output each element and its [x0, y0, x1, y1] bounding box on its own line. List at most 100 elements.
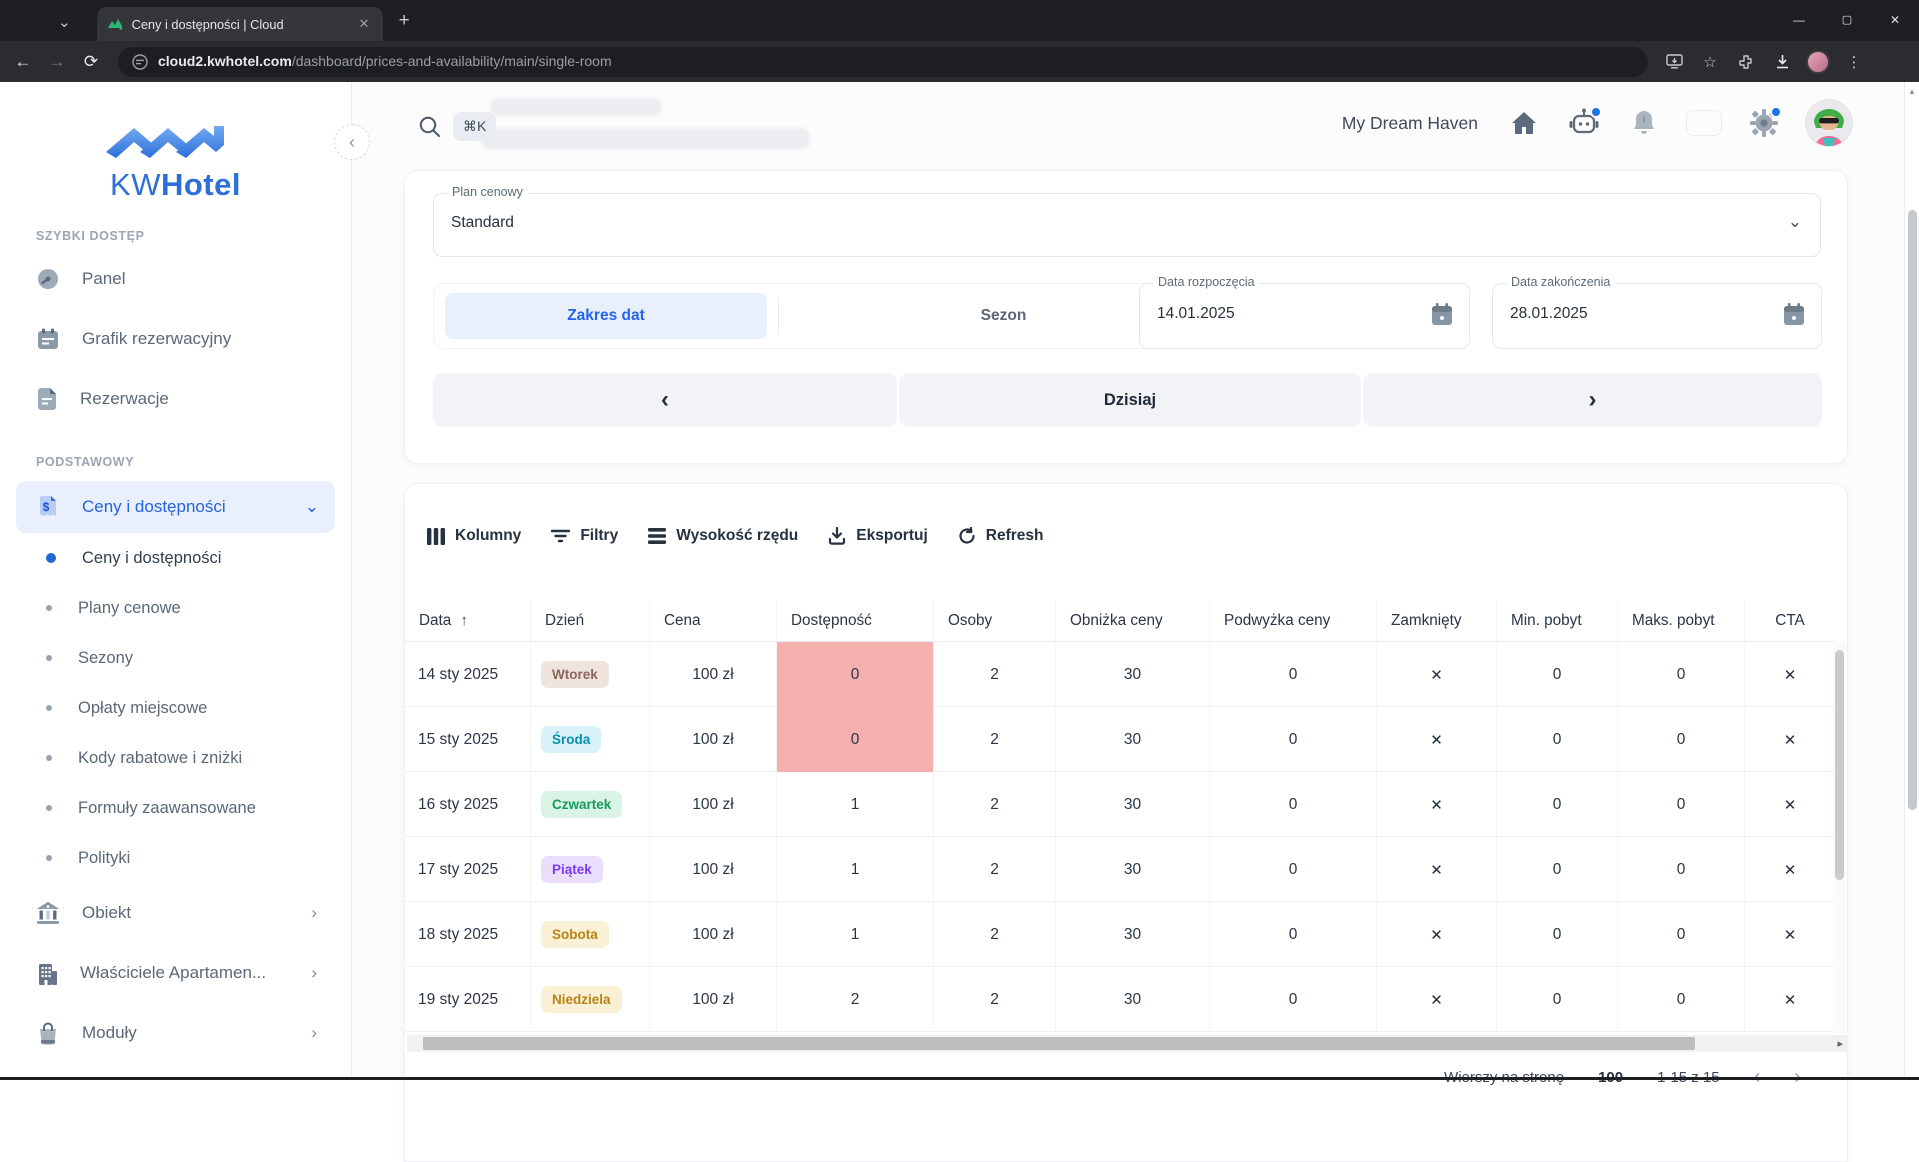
cell-discount[interactable]: 30 [1056, 707, 1210, 772]
cell-price[interactable]: 100 zł [650, 642, 777, 707]
tab-date-range[interactable]: Zakres dat [445, 293, 767, 339]
cell-max-stay[interactable]: 0 [1618, 707, 1745, 772]
cell-price[interactable]: 100 zł [650, 967, 777, 1032]
export-button[interactable]: Eksportuj [828, 527, 927, 545]
sidebar-subitem-plany-cenowe[interactable]: Plany cenowe [0, 583, 351, 633]
cell-discount[interactable]: 30 [1056, 837, 1210, 902]
browser-menu-kebab-icon[interactable]: ⋮ [1840, 48, 1868, 76]
scrollbar-up-arrow-icon[interactable]: ▲ [1905, 82, 1919, 96]
column-header-obniżka-ceny[interactable]: Obniżka ceny [1056, 600, 1210, 641]
search-icon[interactable] [418, 115, 441, 138]
language-flag-poland-icon[interactable] [1686, 110, 1722, 136]
browser-tab[interactable]: Ceny i dostępności | Cloud ✕ [97, 7, 383, 41]
cell-closed[interactable]: ✕ [1377, 837, 1497, 902]
new-tab-button[interactable]: + [399, 10, 410, 32]
column-header-podwyżka-ceny[interactable]: Podwyżka ceny [1210, 600, 1377, 641]
cell-closed[interactable]: ✕ [1377, 707, 1497, 772]
cell-increase[interactable]: 0 [1210, 642, 1377, 707]
cell-date[interactable]: 14 sty 2025 [405, 642, 531, 707]
cell-closed[interactable]: ✕ [1377, 642, 1497, 707]
sidebar-subitem-sezony[interactable]: Sezony [0, 633, 351, 683]
cell-day[interactable]: Środa [531, 707, 650, 772]
cell-max-stay[interactable]: 0 [1618, 837, 1745, 902]
table-vscrollbar-thumb[interactable] [1835, 650, 1844, 880]
price-plan-select[interactable]: Plan cenowy Standard ⌄ [433, 193, 1821, 257]
table-horizontal-scrollbar[interactable]: ▸ [407, 1035, 1847, 1052]
cell-increase[interactable]: 0 [1210, 772, 1377, 837]
cell-price[interactable]: 100 zł [650, 772, 777, 837]
cell-closed[interactable]: ✕ [1377, 902, 1497, 967]
cell-day[interactable]: Niedziela [531, 967, 650, 1032]
column-header-osoby[interactable]: Osoby [934, 600, 1056, 641]
calendar-icon[interactable] [1431, 302, 1453, 326]
back-button[interactable]: ← [6, 52, 40, 72]
sidebar-subitem-polityki[interactable]: Polityki [0, 833, 351, 883]
cell-date[interactable]: 19 sty 2025 [405, 967, 531, 1032]
cell-max-stay[interactable]: 0 [1618, 967, 1745, 1032]
cell-min-stay[interactable]: 0 [1497, 772, 1618, 837]
filters-button[interactable]: Filtry [551, 527, 618, 545]
page-scrollbar-thumb[interactable] [1908, 210, 1917, 810]
cell-persons[interactable]: 2 [934, 837, 1056, 902]
cell-date[interactable]: 18 sty 2025 [405, 902, 531, 967]
column-header-data[interactable]: Data↑ [405, 600, 531, 641]
cell-cta[interactable]: ✕ [1745, 707, 1835, 772]
cell-min-stay[interactable]: 0 [1497, 837, 1618, 902]
cell-price[interactable]: 100 zł [650, 707, 777, 772]
page-scrollbar[interactable]: ▲ [1904, 82, 1919, 1077]
notifications-button[interactable] [1626, 105, 1662, 141]
cell-closed[interactable]: ✕ [1377, 772, 1497, 837]
sidebar-item-obiekt[interactable]: Obiekt › [0, 883, 351, 943]
window-minimize-button[interactable]: — [1775, 0, 1823, 41]
cell-date[interactable]: 16 sty 2025 [405, 772, 531, 837]
cell-persons[interactable]: 2 [934, 902, 1056, 967]
cell-cta[interactable]: ✕ [1745, 642, 1835, 707]
cell-closed[interactable]: ✕ [1377, 967, 1497, 1032]
refresh-button[interactable]: Refresh [958, 527, 1044, 545]
cell-min-stay[interactable]: 0 [1497, 902, 1618, 967]
site-settings-icon[interactable] [132, 54, 148, 70]
cell-persons[interactable]: 2 [934, 967, 1056, 1032]
cell-max-stay[interactable]: 0 [1618, 772, 1745, 837]
downloads-icon[interactable] [1768, 48, 1796, 76]
table-hscrollbar-thumb[interactable] [423, 1037, 1695, 1050]
scrollbar-right-arrow-icon[interactable]: ▸ [1837, 1037, 1843, 1050]
tab-search-caret-icon[interactable]: ⌄ [58, 13, 71, 31]
sidebar-item-wlasciciele-apartamentow[interactable]: Właściciele Apartamen... › [0, 943, 351, 1003]
cell-cta[interactable]: ✕ [1745, 772, 1835, 837]
cell-min-stay[interactable]: 0 [1497, 707, 1618, 772]
cell-discount[interactable]: 30 [1056, 967, 1210, 1032]
calendar-icon[interactable] [1783, 302, 1805, 326]
window-maximize-button[interactable]: ▢ [1823, 0, 1871, 41]
cell-increase[interactable]: 0 [1210, 902, 1377, 967]
cell-day[interactable]: Czwartek [531, 772, 650, 837]
end-date-field[interactable]: Data zakończenia 28.01.2025 [1492, 283, 1822, 349]
today-button[interactable]: Dzisiaj [899, 373, 1361, 427]
bookmark-star-icon[interactable]: ☆ [1696, 48, 1724, 76]
cell-discount[interactable]: 30 [1056, 902, 1210, 967]
cell-day[interactable]: Sobota [531, 902, 650, 967]
cell-increase[interactable]: 0 [1210, 707, 1377, 772]
sidebar-subitem-kody-rabatowe-i-zniżki[interactable]: Kody rabatowe i zniżki [0, 733, 351, 783]
sidebar-item-ceny-i-dostepnosci[interactable]: $ Ceny i dostępności ⌄ [16, 481, 335, 533]
cell-cta[interactable]: ✕ [1745, 967, 1835, 1032]
cell-availability[interactable]: 0 [777, 707, 934, 772]
sidebar-item-moduly[interactable]: Moduły › [0, 1003, 351, 1063]
cell-cta[interactable]: ✕ [1745, 837, 1835, 902]
kwhotel-logo[interactable]: KWHotel [76, 112, 276, 203]
cell-min-stay[interactable]: 0 [1497, 967, 1618, 1032]
address-bar[interactable]: cloud2.kwhotel.com/dashboard/prices-and-… [118, 47, 1648, 77]
column-header-cta[interactable]: CTA [1745, 600, 1835, 641]
cell-max-stay[interactable]: 0 [1618, 642, 1745, 707]
cell-cta[interactable]: ✕ [1745, 902, 1835, 967]
column-header-cena[interactable]: Cena [650, 600, 777, 641]
cell-availability[interactable]: 1 [777, 772, 934, 837]
sidebar-subitem-formuły-zaawansowane[interactable]: Formuły zaawansowane [0, 783, 351, 833]
cell-day[interactable]: Wtorek [531, 642, 650, 707]
cell-increase[interactable]: 0 [1210, 837, 1377, 902]
sidebar-collapse-button[interactable]: ‹ [334, 124, 370, 160]
column-header-zamknięty[interactable]: Zamknięty [1377, 600, 1497, 641]
sort-ascending-icon[interactable]: ↑ [460, 612, 468, 629]
cell-increase[interactable]: 0 [1210, 967, 1377, 1032]
cell-min-stay[interactable]: 0 [1497, 642, 1618, 707]
